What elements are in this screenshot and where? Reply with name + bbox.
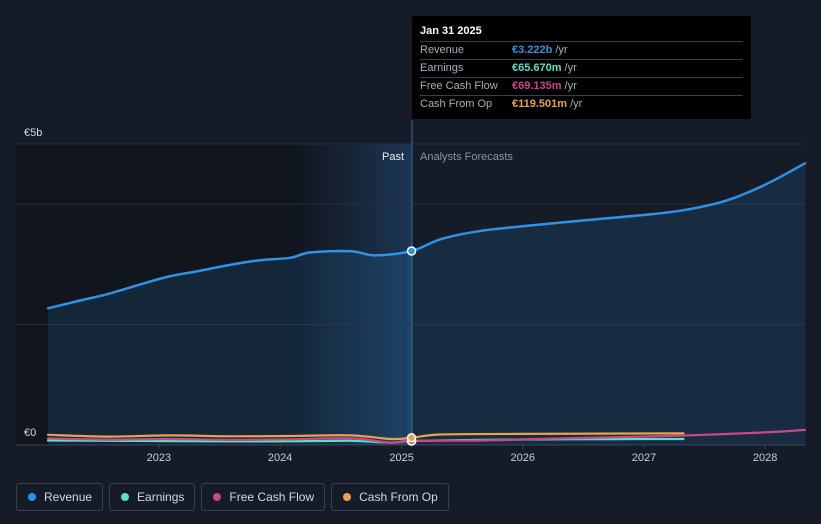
- past-highlight: [290, 144, 412, 445]
- legend-dot-icon: [28, 493, 36, 501]
- legend-label: Cash From Op: [359, 490, 438, 504]
- y-label-top: €5b: [24, 127, 42, 139]
- tooltip-unit: /yr: [555, 44, 568, 56]
- tooltip-label: Cash From Op: [420, 98, 493, 110]
- tooltip-value: €119.501m: [512, 98, 568, 110]
- series-markers: [406, 246, 417, 446]
- legend-item-earnings[interactable]: Earnings: [109, 483, 196, 511]
- x-tick-label: 2023: [147, 452, 171, 464]
- tooltip-date: Jan 31 2025: [420, 23, 743, 42]
- past-label: Past: [382, 151, 404, 163]
- cash-from-op-marker: [406, 433, 417, 443]
- legend-label: Revenue: [44, 490, 93, 504]
- legend-dot-icon: [121, 493, 130, 501]
- chart-canvas: €5b €0 Past Analysts Forecasts 2023 2024 2…: [16, 120, 807, 464]
- legend-item-cash-from-op[interactable]: Cash From Op: [331, 483, 449, 511]
- tooltip-value: €65.670m: [512, 62, 562, 74]
- y-label-bottom: €0: [24, 427, 36, 439]
- cash-from-op-line: [46, 432, 685, 441]
- tooltip-row: Free Cash Flow €69.135m/yr: [420, 78, 743, 96]
- legend-item-revenue[interactable]: Revenue: [16, 483, 104, 511]
- series-lines: [46, 162, 807, 444]
- forecast-label: Analysts Forecasts: [420, 151, 513, 163]
- tooltip-value: €69.135m: [512, 80, 562, 92]
- revenue-line: [46, 162, 807, 310]
- legend: Revenue Earnings Free Cash Flow Cash From O…: [16, 483, 449, 511]
- series-areas: [48, 163, 805, 446]
- legend-dot-icon: [213, 493, 222, 501]
- tooltip-value: €3.222b: [512, 44, 553, 56]
- x-tick-label: 2028: [753, 452, 777, 464]
- revenue-area: [48, 163, 805, 446]
- tooltip-unit: /yr: [564, 62, 577, 74]
- tooltip-row: Cash From Op €119.501m/yr: [420, 96, 743, 113]
- x-tick-label: 2027: [632, 452, 656, 464]
- legend-dot-icon: [343, 493, 352, 501]
- tooltip-row: Earnings €65.670m/yr: [420, 60, 743, 78]
- revenue-marker: [406, 246, 417, 256]
- x-tick-label: 2024: [268, 452, 292, 464]
- x-axis: 2023 2024 2025 2026 2027 2028: [147, 445, 777, 464]
- tooltip: Jan 31 2025 Revenue €3.222b/yr Earnings €65…: [412, 16, 751, 119]
- x-tick-label: 2026: [511, 452, 535, 464]
- tooltip-label: Earnings: [420, 62, 464, 74]
- tooltip-row: Revenue €3.222b/yr: [420, 42, 743, 60]
- free-cash-flow-line: [46, 428, 807, 444]
- tooltip-label: Revenue: [420, 44, 465, 56]
- tooltip-rows: Revenue €3.222b/yr Earnings €65.670m/yr Free…: [420, 42, 743, 113]
- legend-item-free-cash-flow[interactable]: Free Cash Flow: [201, 483, 326, 511]
- legend-label: Earnings: [137, 490, 185, 504]
- tooltip-label: Free Cash Flow: [420, 80, 498, 92]
- tooltip-unit: /yr: [564, 80, 577, 92]
- x-tick-label: 2025: [389, 452, 413, 464]
- tooltip-unit: /yr: [570, 98, 583, 110]
- legend-label: Free Cash Flow: [229, 490, 315, 504]
